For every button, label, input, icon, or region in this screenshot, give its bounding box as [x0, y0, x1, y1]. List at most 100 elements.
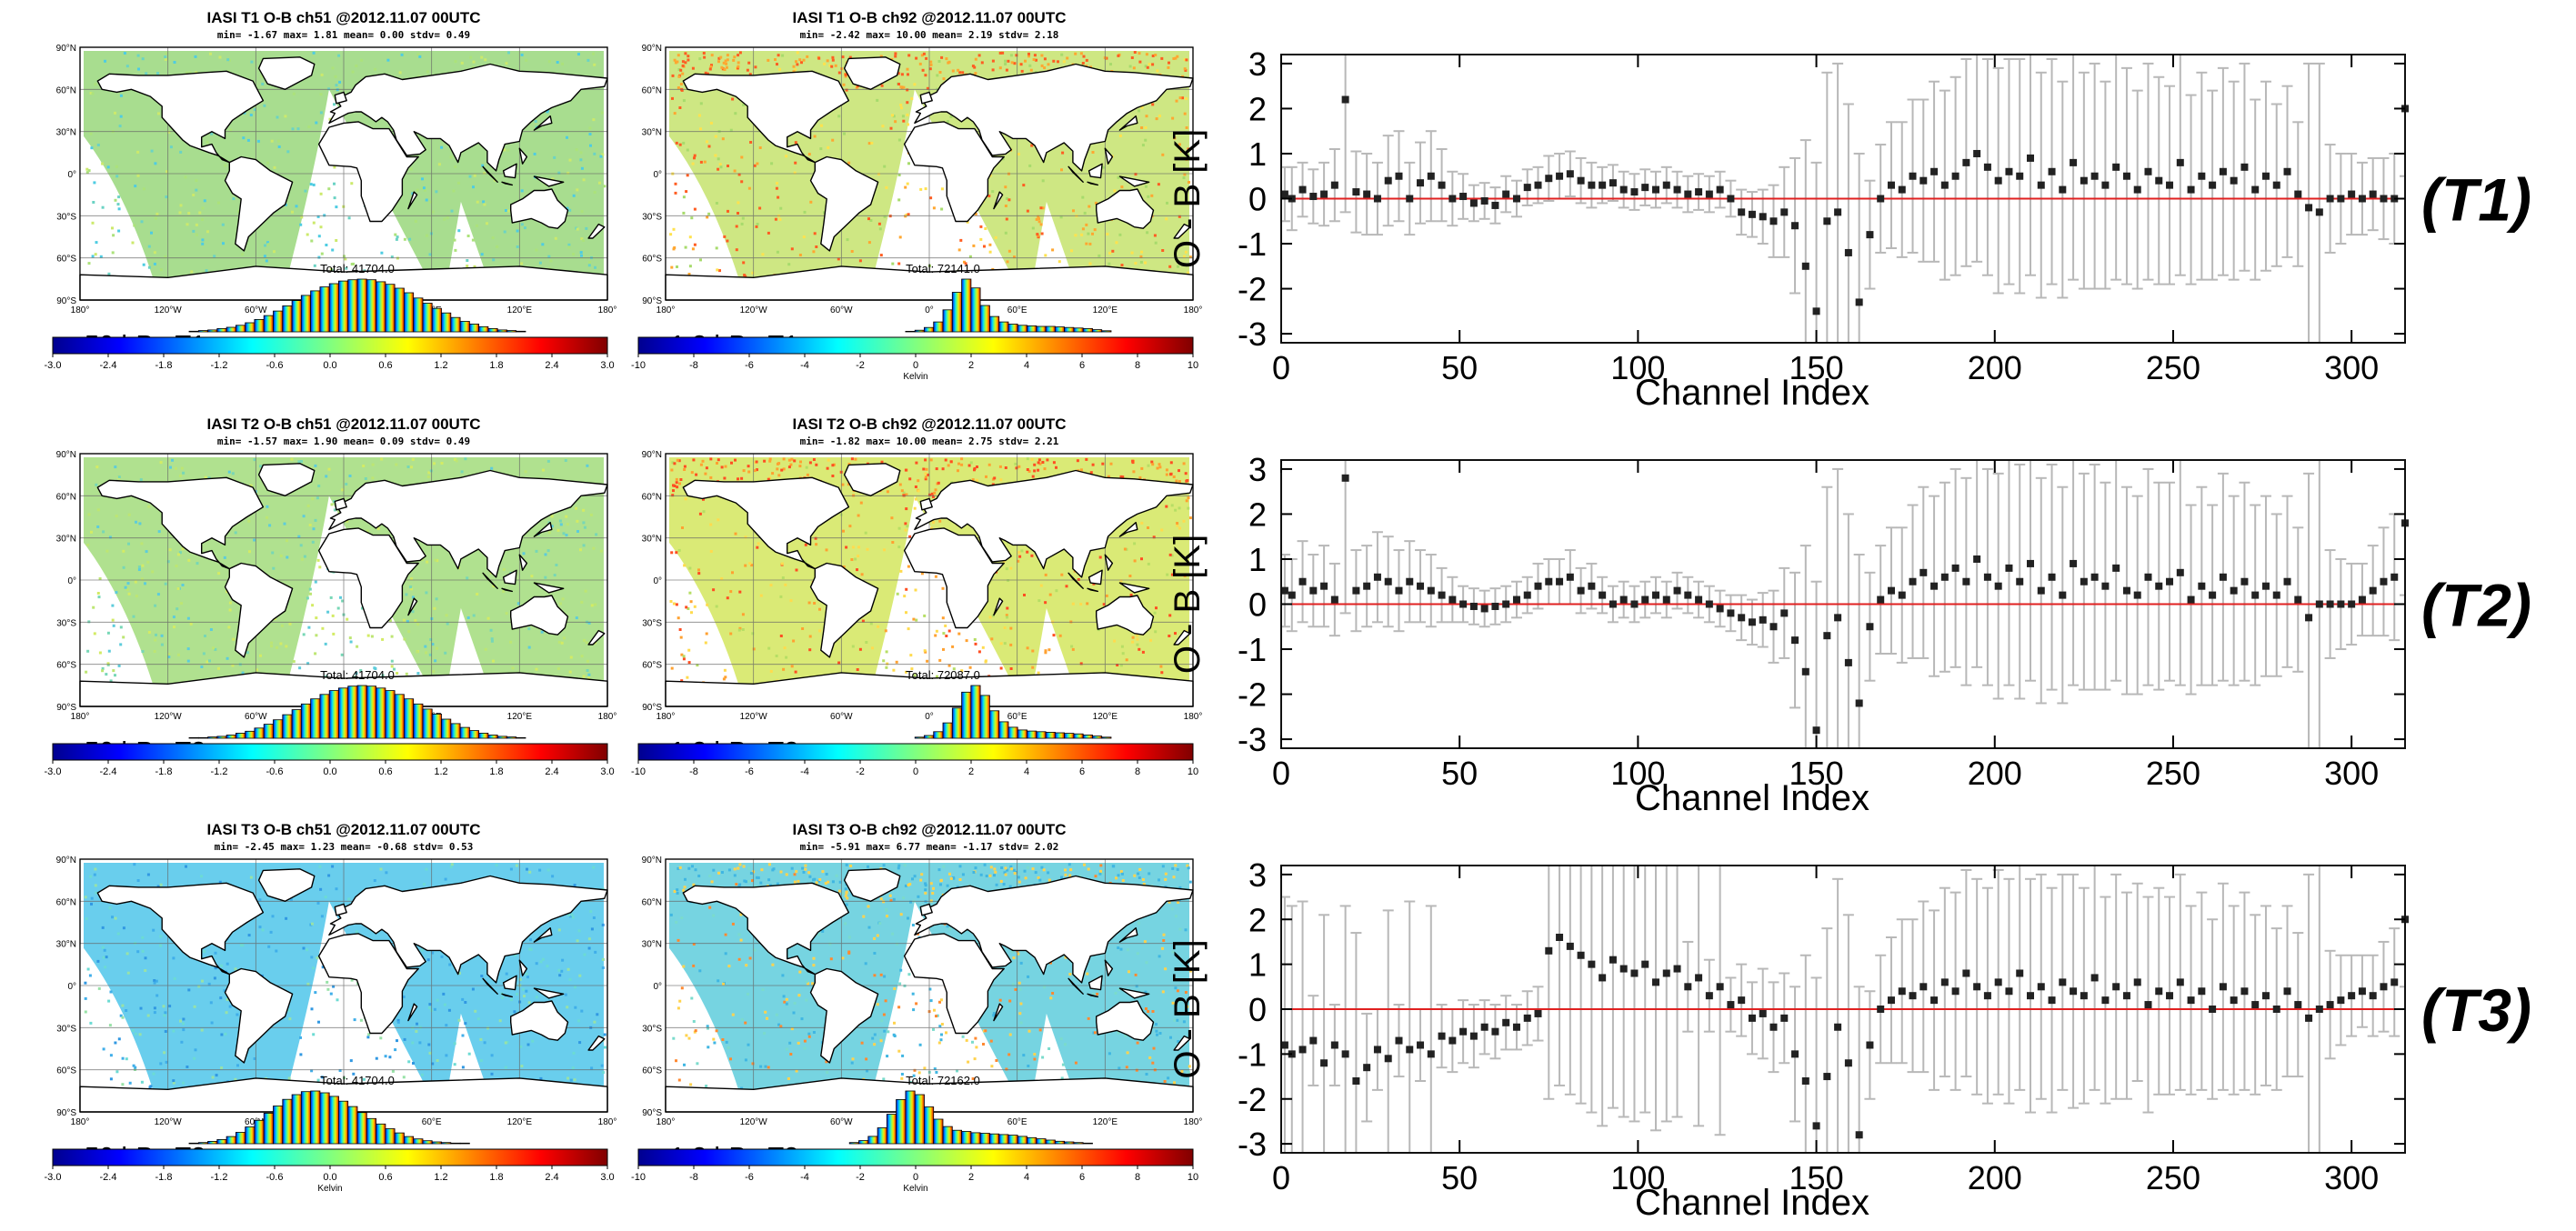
continent	[809, 155, 879, 252]
obs-dot	[739, 913, 743, 916]
obs-dot	[557, 968, 561, 972]
obs-dot	[1178, 96, 1182, 100]
obs-dot	[951, 876, 955, 879]
colorbar-tick-label: 6	[1079, 360, 1085, 371]
obs-dot	[527, 646, 531, 649]
obs-dot	[125, 1057, 128, 1061]
obs-dot	[195, 233, 198, 236]
obs-dot	[1143, 940, 1147, 944]
obs-dot	[175, 607, 179, 611]
obs-dot	[919, 878, 923, 882]
obs-dot	[582, 508, 586, 512]
obs-dot	[915, 461, 918, 465]
obs-dot	[1188, 255, 1192, 259]
obs-dot	[306, 662, 310, 666]
obs-dot	[897, 138, 901, 142]
obs-dot	[408, 237, 412, 241]
obs-dot	[905, 213, 908, 216]
obs-dot	[121, 1083, 125, 1086]
obs-dot	[933, 1067, 937, 1071]
obs-dot	[850, 250, 854, 253]
obs-dot	[796, 51, 799, 55]
hist-bar	[848, 1142, 859, 1145]
obs-dot	[523, 995, 526, 998]
obs-dot	[333, 103, 336, 106]
obs-dot	[571, 1066, 575, 1070]
obs-dot	[102, 530, 105, 534]
obs-dot	[753, 948, 757, 952]
obs-dot	[601, 923, 605, 926]
obs-dot	[568, 158, 572, 162]
obs-dot	[489, 628, 493, 632]
obs-dot	[926, 659, 929, 663]
obs-dot	[907, 627, 910, 631]
lat-tick-label: 90°N	[642, 44, 662, 54]
obs-dot	[155, 212, 159, 215]
obs-dot	[1082, 55, 1086, 58]
obs-dot	[764, 1010, 767, 1014]
obs-dot	[693, 156, 696, 160]
lon-tick-label: 0°	[925, 712, 934, 722]
data-point	[2283, 167, 2291, 175]
lon-tick-label: 60°E	[1007, 712, 1027, 722]
obs-dot	[1185, 126, 1188, 129]
obs-dot	[572, 194, 576, 197]
obs-dot	[539, 960, 543, 964]
obs-dot	[176, 587, 180, 590]
obs-dot	[1171, 116, 1175, 120]
obs-dot	[904, 522, 907, 525]
obs-dot	[111, 604, 115, 607]
obs-dot	[106, 662, 110, 666]
obs-dot	[452, 189, 456, 193]
hist-bar	[979, 695, 990, 739]
obs-dot	[317, 235, 321, 238]
obs-dot	[214, 647, 217, 651]
obs-dot	[1041, 1056, 1045, 1059]
obs-dot	[785, 1002, 788, 1006]
obs-dot	[706, 1025, 709, 1028]
obs-dot	[539, 1076, 543, 1080]
obs-dot	[808, 635, 812, 638]
colorbar-tick-label: -10	[631, 766, 646, 777]
data-point	[1599, 181, 1607, 189]
obs-dot	[856, 85, 859, 88]
obs-dot	[347, 897, 351, 901]
obs-dot	[688, 265, 692, 268]
obs-dot	[151, 570, 155, 574]
obs-dot	[885, 185, 888, 189]
obs-dot	[424, 645, 427, 648]
obs-dot	[153, 979, 156, 982]
hist-bar	[1092, 736, 1103, 739]
obs-dot	[725, 1040, 728, 1044]
data-point	[2305, 204, 2313, 212]
hist-bar	[403, 1136, 415, 1145]
obs-dot	[1137, 872, 1140, 876]
obs-dot	[483, 172, 486, 175]
colorbar-tick-label: 0.0	[323, 360, 336, 371]
hist-bar	[1045, 1139, 1056, 1145]
obs-dot	[433, 1007, 436, 1011]
hist-bar	[403, 292, 415, 333]
obs-dot	[156, 885, 160, 888]
continent	[1067, 572, 1084, 589]
obs-dot	[287, 1009, 291, 1012]
obs-dot	[897, 545, 901, 549]
obs-dot	[686, 174, 689, 177]
obs-dot	[180, 466, 184, 470]
obs-dot	[837, 115, 841, 118]
obs-dot	[506, 209, 510, 213]
obs-dot	[755, 460, 758, 464]
obs-dot	[187, 212, 191, 215]
hist-bar	[310, 1090, 321, 1145]
hist-bar	[328, 690, 339, 739]
obs-dot	[1187, 606, 1190, 610]
data-point	[2048, 167, 2056, 175]
map-stats: min= -2.45 max= 1.23 mean= -0.68 stdv= 0…	[215, 841, 474, 853]
obs-dot	[117, 664, 121, 667]
obs-dot	[206, 230, 209, 234]
obs-dot	[818, 629, 822, 633]
hist-bar	[197, 1142, 209, 1145]
hist-bar	[282, 1098, 293, 1145]
obs-dot	[678, 628, 682, 631]
obs-dot	[756, 468, 758, 472]
